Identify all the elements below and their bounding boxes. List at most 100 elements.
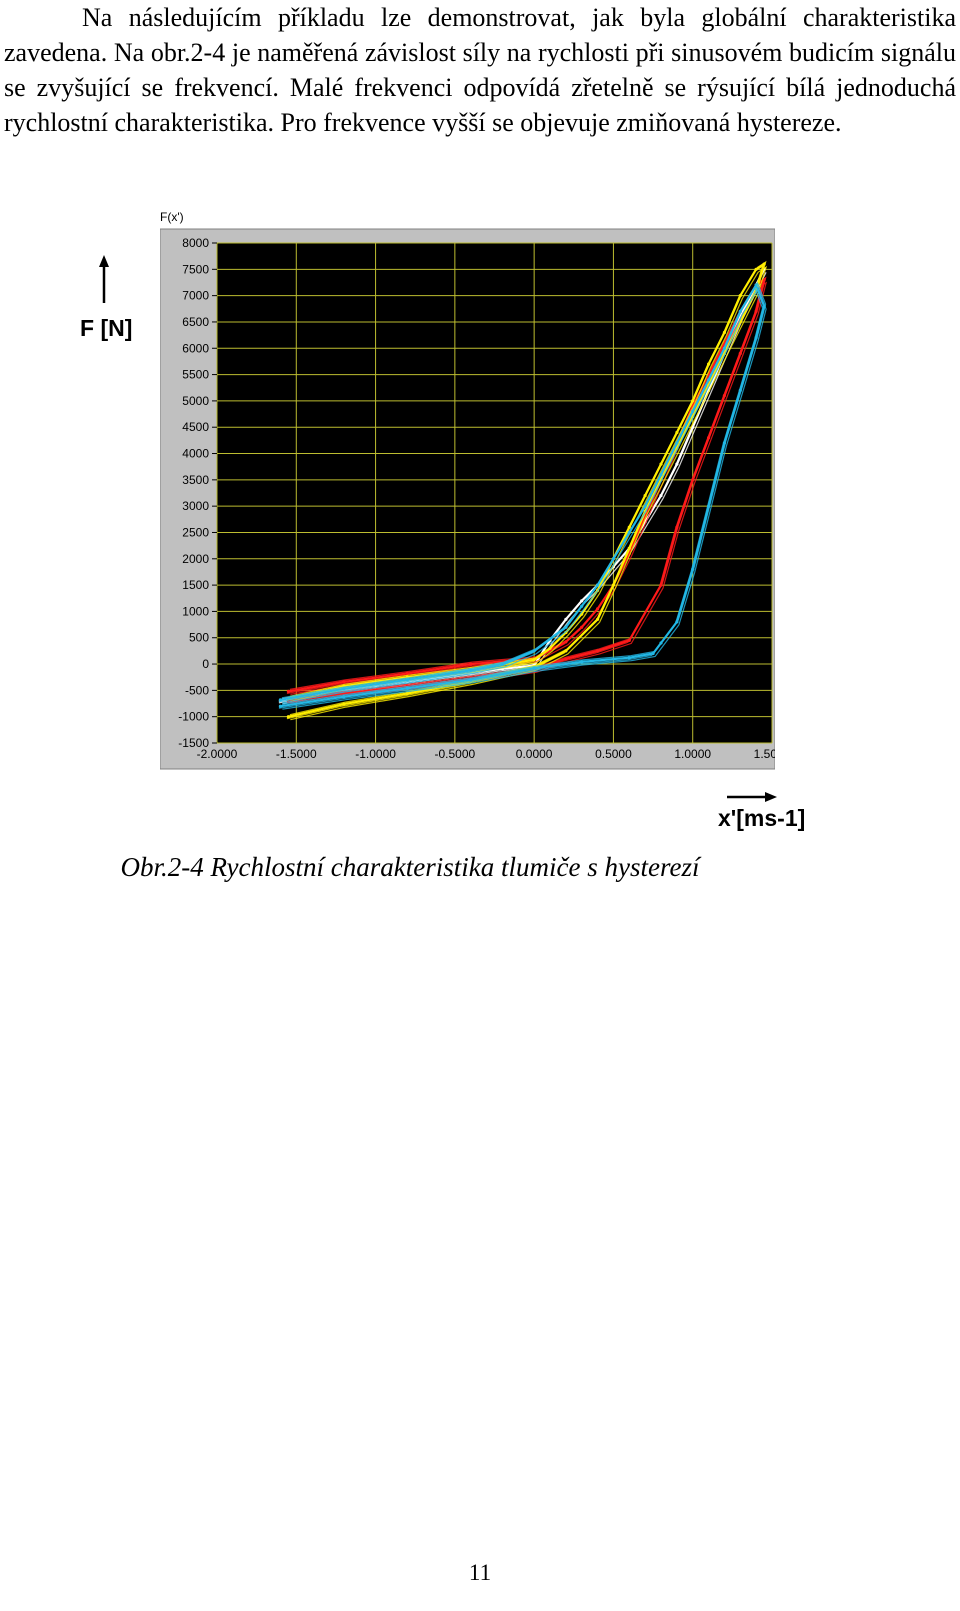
- y-tick-label: -500: [185, 683, 209, 697]
- data-point: [738, 351, 742, 356]
- data-point: [611, 557, 615, 561]
- x-tick-label: 0.0000: [516, 747, 553, 761]
- data-point: [342, 702, 346, 706]
- data-point: [596, 649, 600, 653]
- data-point: [659, 641, 663, 645]
- data-point: [286, 689, 290, 693]
- x-tick-label: -0.5000: [435, 747, 476, 761]
- data-point: [532, 649, 536, 653]
- data-point: [738, 309, 742, 313]
- y-tick-label: 7500: [182, 262, 209, 276]
- y-tick-label: 0: [202, 657, 209, 671]
- y-tick-label: 4000: [182, 447, 209, 461]
- data-point: [691, 478, 695, 482]
- data-point: [659, 473, 663, 477]
- data-point: [675, 430, 679, 435]
- x-tick-label: 0.5000: [595, 747, 632, 761]
- x-axis-label: x'[ms-1]: [718, 805, 806, 831]
- data-point: [564, 625, 568, 629]
- data-point: [405, 678, 409, 682]
- data-point: [707, 362, 711, 366]
- series-line: [282, 286, 767, 710]
- data-point: [564, 617, 568, 621]
- data-point: [627, 546, 631, 550]
- data-point: [754, 309, 758, 313]
- x-tick-label: -2.0000: [197, 747, 238, 761]
- y-tick-label: 4500: [182, 420, 209, 434]
- data-point: [659, 583, 663, 587]
- chart-panel: F(x') 8000 7500 7000 6500 6000 5500 5000 4500 40…: [159, 205, 791, 775]
- grid: [216, 242, 773, 744]
- data-point: [469, 662, 473, 666]
- x-axis-arrow-icon: [727, 790, 777, 808]
- paragraph-text: Na následujícím příkladu lze demonstrova…: [4, 3, 956, 137]
- chart: F(x') 8000750070006500600055005000450040…: [159, 210, 791, 770]
- data-point: [738, 294, 742, 298]
- data-point: [564, 649, 568, 653]
- y-tick-label: 3000: [182, 499, 209, 513]
- series-group: [278, 260, 768, 721]
- x-tick-label: -1.0000: [355, 747, 396, 761]
- y-tick-label: -1500: [178, 736, 209, 750]
- y-tick-labels: 8000750070006500600055005000450040003500…: [178, 236, 217, 750]
- data-point: [500, 662, 504, 666]
- y-tick-label: -1000: [178, 710, 209, 724]
- data-point: [738, 388, 742, 392]
- y-tick-label: 5000: [182, 394, 209, 408]
- y-tick-label: 1000: [182, 604, 209, 618]
- data-point: [405, 691, 409, 696]
- data-point: [691, 399, 695, 403]
- data-point: [611, 583, 615, 587]
- data-point: [722, 441, 727, 445]
- data-point: [722, 346, 727, 350]
- y-tick-label: 1500: [182, 578, 209, 592]
- data-point: [643, 504, 647, 508]
- y-axis-label: F [N]: [80, 315, 133, 341]
- plot-label: F(x'): [160, 210, 184, 224]
- page-number: 11: [468, 1560, 492, 1585]
- data-point: [469, 668, 473, 672]
- data-point: [659, 494, 663, 498]
- data-point: [627, 530, 631, 535]
- data-point: [762, 278, 766, 282]
- data-point: [580, 604, 584, 608]
- data-point: [532, 658, 536, 662]
- y-tick-label: 6000: [182, 341, 209, 355]
- x-tick-labels: -2.0000 -1.5000 -1.0000 -0.5000 0.0000 0.5000…: [197, 747, 791, 761]
- data-point: [596, 607, 600, 611]
- data-point: [596, 583, 600, 587]
- data-point: [278, 698, 282, 702]
- y-tick-label: 2000: [182, 552, 209, 566]
- y-tick-label: 8000: [182, 236, 209, 250]
- series-3: [278, 281, 767, 710]
- y-axis-arrow-icon: [98, 255, 110, 310]
- data-point: [469, 678, 473, 682]
- y-tick-label: 5500: [182, 368, 209, 382]
- data-point: [342, 680, 346, 684]
- y-tick-label: 6500: [182, 315, 209, 329]
- y-tick-label: 3500: [182, 473, 209, 487]
- data-point: [580, 660, 584, 664]
- data-point: [596, 617, 600, 621]
- data-point: [762, 304, 766, 308]
- data-point: [548, 646, 552, 650]
- data-point: [754, 283, 758, 287]
- data-point: [405, 671, 409, 676]
- data-point: [627, 638, 631, 642]
- data-point: [691, 409, 695, 413]
- figure-caption: Obr.2-4 Rychlostní charakteristika tlumi…: [120, 852, 700, 882]
- data-point: [754, 267, 758, 271]
- data-point: [754, 336, 758, 340]
- data-point: [532, 666, 536, 670]
- figure-2-4: F [N] F(x') 8000 7500 7000 6500 6000 5500 5000…: [72, 205, 832, 855]
- data-point: [580, 599, 584, 603]
- data-point: [762, 262, 766, 266]
- y-tick-label: 2500: [182, 525, 209, 539]
- series-line: [290, 265, 768, 721]
- series-line: [278, 285, 764, 709]
- data-point: [722, 330, 727, 335]
- data-point: [342, 687, 346, 691]
- data-point: [651, 651, 655, 656]
- data-point: [342, 695, 346, 699]
- data-point: [627, 525, 631, 529]
